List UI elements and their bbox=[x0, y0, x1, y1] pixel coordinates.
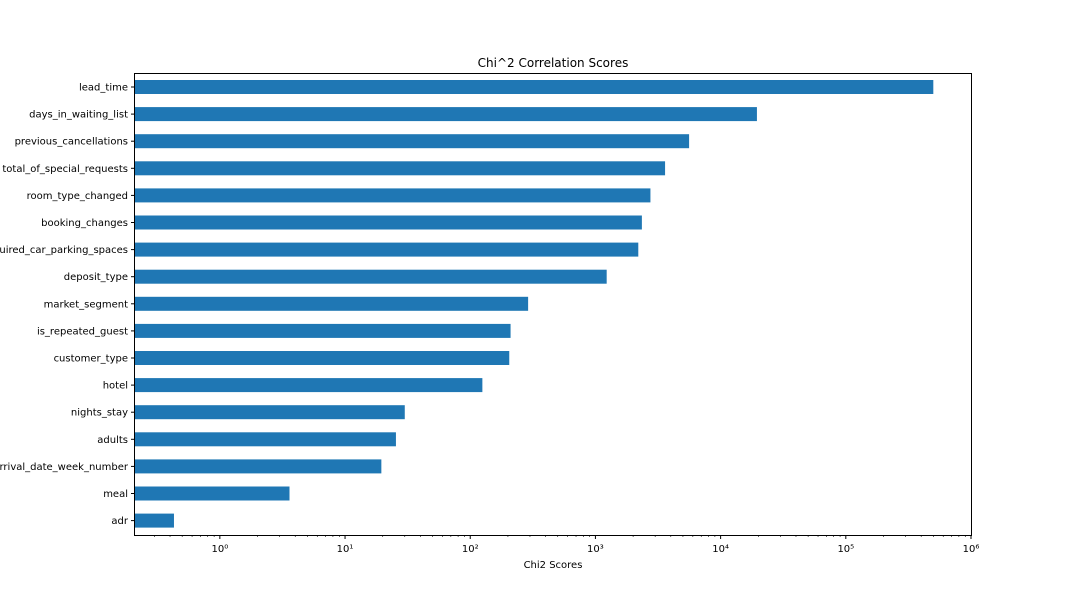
y-tick-label: room_type_changed bbox=[27, 191, 128, 202]
y-tick-label: arrival_date_week_number bbox=[0, 462, 129, 473]
y-tick-label: hotel bbox=[103, 381, 128, 392]
y-tick-label: market_segment bbox=[44, 299, 128, 310]
bar-lead-time bbox=[135, 80, 934, 94]
y-tick-label: adr bbox=[111, 516, 128, 527]
chart-title: Chi^2 Correlation Scores bbox=[478, 56, 629, 70]
x-tick-label: 10⁶ bbox=[963, 544, 980, 555]
bar-hotel bbox=[135, 378, 483, 393]
y-tick-label: booking_changes bbox=[41, 218, 128, 229]
bar-previous-cancellations bbox=[135, 134, 690, 149]
bar-room-type-changed bbox=[135, 188, 651, 203]
bar-meal bbox=[135, 486, 290, 501]
y-tick-label: lead_time bbox=[79, 83, 128, 94]
y-tick-label: meal bbox=[103, 489, 128, 500]
bar-days-in-waiting-list bbox=[135, 107, 757, 122]
y-tick-label: deposit_type bbox=[64, 272, 128, 283]
y-tick-label: customer_type bbox=[54, 354, 128, 365]
x-tick-label: 10¹ bbox=[337, 544, 354, 555]
bar-booking-changes bbox=[135, 215, 642, 230]
x-tick-label: 10³ bbox=[587, 544, 604, 555]
x-axis-ticks: 10⁰ 10¹ 10² 10³ 10⁴ 10⁵ 10⁶ bbox=[154, 535, 979, 555]
y-tick-label: previous_cancellations bbox=[15, 137, 128, 148]
plot-frame bbox=[134, 73, 972, 536]
bar-is-repeated-guest bbox=[135, 323, 511, 338]
x-tick-label: 10⁵ bbox=[837, 544, 854, 555]
x-tick-label: 10² bbox=[462, 544, 479, 555]
bar-adr bbox=[135, 513, 174, 528]
bar-adults bbox=[135, 432, 396, 447]
bar-arrival-date-week-number bbox=[135, 459, 382, 474]
y-axis-ticks: lead_time days_in_waiting_list previous_ca… bbox=[0, 83, 135, 527]
bar-total-of-special-requests bbox=[135, 161, 666, 176]
bar-customer-type bbox=[135, 351, 510, 365]
bars-group bbox=[135, 80, 934, 528]
y-tick-label: required_car_parking_spaces bbox=[0, 245, 128, 256]
y-tick-label: is_repeated_guest bbox=[37, 326, 128, 337]
y-tick-label: adults bbox=[97, 435, 128, 446]
y-tick-label: nights_stay bbox=[71, 408, 128, 419]
y-tick-label: total_of_special_requests bbox=[2, 164, 128, 175]
bar-required-car-parking-spaces bbox=[135, 242, 639, 257]
y-tick-label: days_in_waiting_list bbox=[29, 110, 128, 121]
bar-market-segment bbox=[135, 296, 529, 311]
x-tick-label: 10⁰ bbox=[211, 544, 228, 555]
x-axis-label: Chi2 Scores bbox=[524, 560, 583, 571]
bar-nights-stay bbox=[135, 405, 405, 420]
x-tick-label: 10⁴ bbox=[712, 544, 729, 555]
bar-deposit-type bbox=[135, 269, 607, 284]
